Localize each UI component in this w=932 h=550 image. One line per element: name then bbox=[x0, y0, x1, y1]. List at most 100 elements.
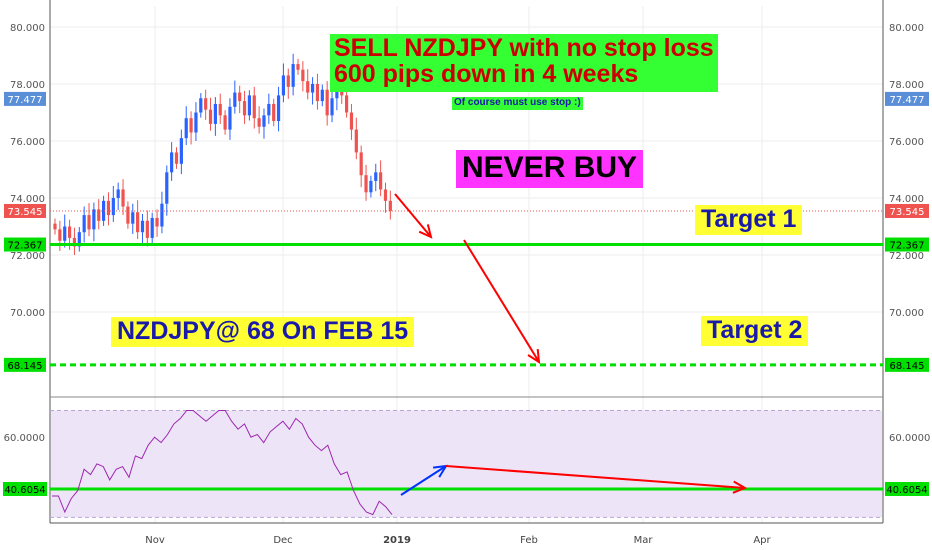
x-tick-label: Mar bbox=[634, 535, 654, 546]
candle-body bbox=[179, 138, 183, 164]
candle-body bbox=[262, 115, 266, 127]
rsi-panel bbox=[50, 410, 883, 518]
y-tick-label-right: 72.000 bbox=[889, 251, 924, 262]
candle-body bbox=[131, 212, 135, 224]
candle-body bbox=[354, 129, 358, 153]
price-badge bbox=[885, 237, 929, 252]
candle-body bbox=[63, 226, 67, 241]
y-tick-label-left: 76.000 bbox=[10, 137, 45, 148]
candle-body bbox=[67, 226, 72, 238]
chart-frame bbox=[49, 0, 884, 524]
candle-body bbox=[228, 106, 232, 130]
candle-body bbox=[92, 209, 96, 230]
forecast-arrows bbox=[394, 193, 748, 496]
y-tick-label-right: 78.000 bbox=[889, 80, 924, 91]
headline-line-1: SELL NZDJPY with no stop loss bbox=[334, 34, 714, 62]
rsi-badge-label: 40.6054 bbox=[886, 485, 927, 496]
candle-body bbox=[213, 103, 217, 124]
forecast-arrow-target-1 bbox=[394, 193, 432, 238]
price-badge bbox=[885, 203, 929, 218]
rsi-badge bbox=[3, 482, 47, 496]
candle-body bbox=[281, 75, 286, 96]
candle-body bbox=[116, 189, 120, 198]
price-badge bbox=[885, 357, 929, 372]
rsi-badge-label: 40.6054 bbox=[4, 485, 45, 496]
y-tick-label-left: 72.000 bbox=[10, 251, 45, 262]
rsi-series-line bbox=[52, 410, 393, 516]
candle-body bbox=[72, 237, 77, 247]
price-badge-label: 68.145 bbox=[8, 361, 43, 372]
x-tick-label: Feb bbox=[520, 535, 538, 546]
target-1-label: Target 1 bbox=[695, 205, 803, 236]
y-tick-label-left: 80.000 bbox=[10, 23, 45, 34]
candle-body bbox=[301, 69, 305, 82]
forecast-arrow-target-2 bbox=[463, 239, 540, 363]
price-badge-label: 73.545 bbox=[890, 207, 925, 218]
candle-body bbox=[97, 209, 101, 221]
price-badge-label: 72.367 bbox=[8, 241, 43, 252]
price-badge-label: 73.545 bbox=[8, 207, 43, 218]
axis-labels: 70.000 70.000 72.000 72.000 74.000 74.000 76.0… bbox=[3, 23, 930, 546]
rsi-tick-label-right: 60.0000 bbox=[889, 433, 930, 444]
stop-note-annotation: Of course must use stop :) bbox=[452, 97, 583, 110]
candle-body bbox=[58, 229, 62, 241]
price-badge bbox=[4, 91, 46, 106]
candle-body bbox=[174, 152, 179, 164]
candle-body bbox=[267, 103, 271, 116]
forecast-arrow-target-1-head bbox=[418, 224, 433, 239]
candle-body bbox=[199, 98, 203, 113]
candle-body bbox=[106, 200, 111, 216]
candle-body bbox=[218, 103, 222, 116]
rsi-arrow-up bbox=[400, 465, 447, 496]
candle-body bbox=[233, 92, 237, 107]
price-badge bbox=[4, 357, 46, 372]
price-badge bbox=[4, 203, 46, 218]
y-tick-label-right: 76.000 bbox=[889, 137, 924, 148]
price-candles bbox=[53, 53, 392, 255]
headline-line-2: 600 pips down in 4 weeks bbox=[334, 60, 639, 89]
y-tick-label-right: 70.000 bbox=[889, 308, 924, 319]
price-badge bbox=[4, 237, 46, 252]
candle-body bbox=[170, 152, 174, 173]
candle-body bbox=[165, 172, 169, 204]
candle-body bbox=[247, 95, 251, 116]
candle-body bbox=[330, 98, 334, 116]
candle-body bbox=[87, 215, 91, 230]
candle-body bbox=[296, 64, 300, 70]
candle-body bbox=[111, 198, 115, 216]
forecast-arrow-target-2-head bbox=[527, 348, 541, 364]
y-tick-label-left: 74.000 bbox=[10, 194, 45, 205]
x-tick-label: Dec bbox=[273, 535, 292, 546]
price-badge-label: 68.145 bbox=[890, 361, 925, 372]
candle-body bbox=[121, 189, 125, 207]
candle-body bbox=[150, 217, 154, 238]
headline-annotation: SELL NZDJPY with no stop loss 600 pips d… bbox=[330, 34, 718, 92]
candle-body bbox=[126, 206, 130, 224]
x-tick-label: Nov bbox=[145, 535, 165, 546]
candle-body bbox=[374, 172, 378, 181]
candle-body bbox=[184, 118, 188, 139]
y-tick-label-right: 80.000 bbox=[889, 23, 924, 34]
candle-body bbox=[320, 89, 324, 102]
candle-body bbox=[238, 92, 242, 102]
candle-body bbox=[349, 112, 354, 130]
price-badge-label: 72.367 bbox=[890, 241, 925, 252]
y-tick-label-left: 70.000 bbox=[10, 308, 45, 319]
candle-body bbox=[315, 84, 320, 102]
candle-body bbox=[310, 84, 315, 93]
candle-body bbox=[257, 118, 261, 127]
candle-body bbox=[286, 75, 290, 87]
candle-body bbox=[369, 180, 373, 193]
price-badge-label: 77.477 bbox=[890, 95, 925, 106]
candle-body bbox=[306, 81, 310, 93]
x-tick-label: Apr bbox=[753, 535, 771, 546]
candle-body bbox=[242, 101, 247, 116]
candle-body bbox=[364, 175, 368, 193]
candle-body bbox=[379, 172, 383, 190]
candle-body bbox=[359, 152, 363, 176]
candle-body bbox=[325, 89, 329, 116]
candle-body bbox=[53, 223, 57, 230]
candle-body bbox=[291, 64, 295, 87]
candle-body bbox=[140, 220, 145, 233]
candle-body bbox=[82, 215, 86, 233]
